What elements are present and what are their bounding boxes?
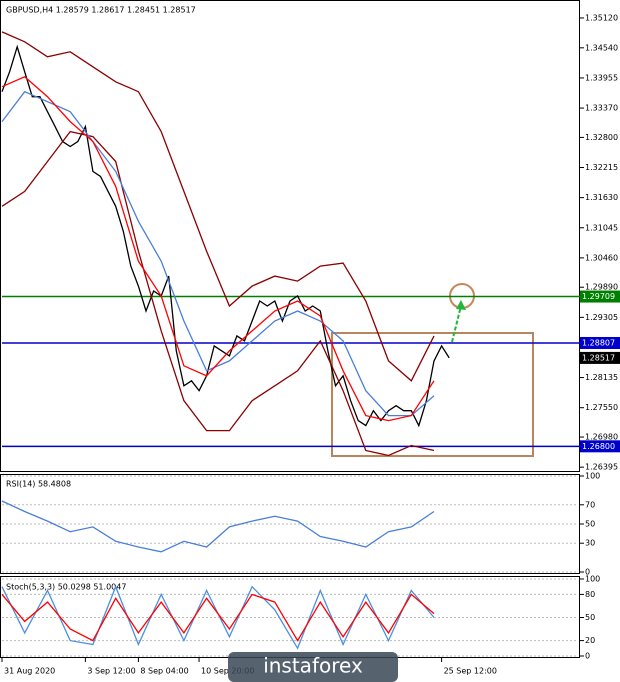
y-tick-label: 80 [585,590,595,599]
y-tick-label: 1.33370 [585,104,618,113]
y-tick-label: 30 [585,539,595,548]
level-label: 1.26800 [582,442,615,451]
series-line [1,593,435,642]
y-tick-label: 1.34540 [585,43,618,52]
y-tick-label: 1.32800 [585,133,618,142]
series-line [1,130,435,457]
main-frame [0,0,580,472]
y-tick-label: 1.33955 [585,73,618,82]
y-tick-label: 50 [585,613,595,622]
forecast-arrow [451,305,462,343]
y-tick-label: 100 [585,575,600,584]
x-tick-label: 25 Sep 12:00 [444,667,497,676]
y-tick-label: 70 [585,500,595,509]
x-tick-label: 10 Sep 20:00 [201,667,254,676]
y-tick-label: 1.27550 [585,403,618,412]
plot-layer: GBPUSD,H4 1.28579 1.28617 1.28451 1.2851… [1,6,620,676]
panel-title: Stoch(5,3,3) 50.0298 51.0047 [6,583,126,592]
rsi-frame [0,474,580,574]
series-line [1,44,450,428]
level-label-bg [580,336,620,349]
x-tick-label: 31 Aug 2020 [4,667,55,676]
range-box [331,332,534,457]
level-label-bg [580,440,620,453]
y-tick-label: 1.28135 [585,373,618,382]
watermark-bg [228,652,398,682]
x-tick-label: 3 Sep 12:00 [87,667,135,676]
y-tick-label: 1.32215 [585,163,618,172]
series-line [1,500,435,553]
series-line [1,76,435,422]
y-tick-label: 1.26980 [585,433,618,442]
y-tick-label: 1.35120 [585,13,618,22]
y-tick-label: 20 [585,636,595,645]
watermark: instaforex [263,654,363,678]
price-label: 1.28517 [582,353,615,362]
series-line [1,31,435,382]
y-tick-label: 50 [585,520,595,529]
y-tick-label: 1.29305 [585,313,618,322]
y-tick-label: 100 [585,472,600,481]
y-tick-label: 1.31630 [585,193,618,202]
level-label-bg [580,290,620,303]
y-tick-label: 1.29890 [585,283,618,292]
y-tick-label: 0 [585,568,590,577]
y-tick-label: 1.30460 [585,253,618,262]
x-tick-label: 8 Sep 04:00 [140,667,188,676]
price-label-bg [580,351,620,364]
level-label: 1.29709 [582,292,615,301]
y-tick-label: 1.31045 [585,223,618,232]
series-line [1,90,435,417]
y-tick-label: 0 [585,652,590,661]
y-tick-label: 1.26395 [585,463,618,472]
arrow-head [456,300,466,310]
panel-title: RSI(14) 58.4808 [6,480,71,489]
panel-title: GBPUSD,H4 1.28579 1.28617 1.28451 1.2851… [6,6,196,15]
level-label: 1.28807 [582,338,615,347]
